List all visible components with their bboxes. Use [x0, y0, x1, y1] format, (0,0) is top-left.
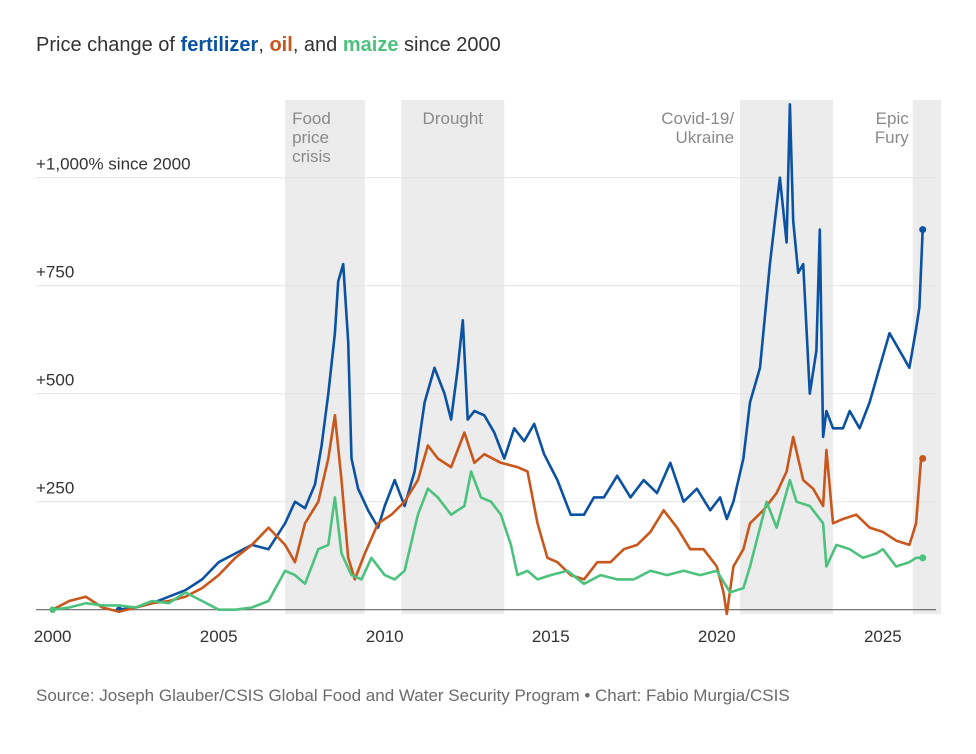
x-tick-label: 2025 — [864, 627, 902, 646]
series-end-point-fertilizer — [919, 226, 927, 234]
chart-title: Price change of fertilizer, oil, and mai… — [36, 34, 501, 57]
title-fertilizer: fertilizer — [180, 34, 259, 56]
series-end-point-oil — [919, 455, 927, 463]
x-tick-label: 2005 — [200, 627, 238, 646]
period-label: Drought — [423, 109, 484, 128]
x-tick-label: 2015 — [532, 627, 570, 646]
series-line-oil — [51, 414, 924, 616]
x-tick-label: 2020 — [698, 627, 736, 646]
title-maize: maize — [342, 34, 399, 56]
period-label: Food price crisis — [292, 109, 331, 166]
title-sep1: , — [258, 34, 270, 56]
title-sep2: , and — [292, 34, 343, 56]
source-note: Source: Joseph Glauber/CSIS Global Food … — [36, 686, 790, 705]
series-line-maize — [51, 470, 924, 611]
series-line-fertilizer — [117, 103, 924, 611]
y-tick-label: +750 — [36, 263, 74, 282]
period-label: Covid-19/Ukraine — [661, 109, 734, 147]
title-oil: oil — [269, 34, 293, 56]
title-suffix: since 2000 — [398, 34, 501, 56]
y-tick-label: +500 — [36, 371, 74, 390]
series-start-point-maize — [49, 606, 56, 613]
series-end-point-maize — [919, 554, 927, 562]
shaded-period-1 — [401, 100, 505, 614]
title-prefix: Price change of — [36, 34, 181, 56]
y-tick-label: +1,000% since 2000 — [36, 155, 191, 174]
shaded-period-2 — [740, 100, 834, 614]
x-tick-label: 2000 — [34, 627, 72, 646]
period-label: Epic Fury — [875, 109, 910, 147]
y-tick-label: +250 — [36, 479, 74, 498]
shaded-period-0 — [285, 100, 365, 614]
shaded-period-3 — [912, 100, 941, 614]
x-tick-label: 2010 — [366, 627, 404, 646]
